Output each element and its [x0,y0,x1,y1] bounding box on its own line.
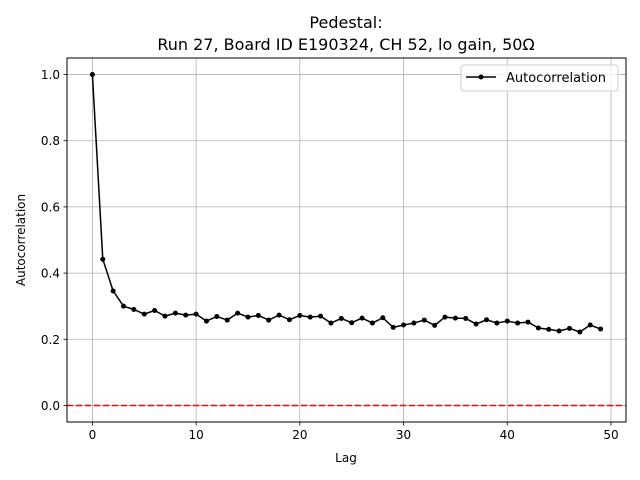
data-point [235,310,241,316]
data-point [577,329,583,335]
data-point [369,320,375,326]
legend-marker-sample [478,74,484,80]
data-point [214,313,220,319]
y-tick-label: 0.8 [41,134,60,148]
data-point [131,306,137,312]
y-tick-label: 0.2 [41,333,60,347]
data-point [307,314,313,320]
data-point [183,312,189,318]
data-point [338,315,344,321]
data-point [276,312,282,318]
data-point [484,317,490,323]
data-point [100,256,106,262]
data-point [432,322,438,328]
data-point [318,313,324,319]
x-tick-label: 50 [603,428,618,442]
legend-label-autocorrelation: Autocorrelation [506,71,606,86]
data-point [121,303,127,309]
x-tick-label: 40 [500,428,515,442]
data-point [411,320,417,326]
y-tick-label: 1.0 [41,68,60,82]
data-point [328,320,334,326]
x-tick-label: 30 [396,428,411,442]
data-point [473,321,479,327]
data-point [556,328,562,334]
data-point [401,322,407,328]
data-point [297,312,303,318]
x-tick-label: 10 [188,428,203,442]
plot-area-frame [66,57,627,423]
legend-box [460,64,619,92]
data-point [152,307,158,313]
series-group [89,72,604,335]
data-point [266,317,272,323]
chart-title-line2: Run 27, Board ID E190324, CH 52, lo gain… [157,35,534,54]
x-axis-label: Lag [335,451,357,465]
data-point [421,317,427,323]
data-point [515,320,521,326]
chart-title-line1: Pedestal: [309,13,382,32]
data-point [224,317,230,323]
data-point [598,326,604,332]
x-tick-label: 0 [89,428,97,442]
data-point [89,72,95,78]
data-point [359,315,365,321]
data-point [172,310,178,316]
data-point [286,317,292,323]
data-point [255,312,261,318]
data-point [504,318,510,324]
data-point [349,320,355,326]
data-point [494,320,500,326]
data-point [141,311,147,317]
data-point [193,311,199,317]
y-axis-label: Autocorrelation [14,194,28,286]
ticks-group: 0 10 20 30 40 50 0.0 0.2 0.4 0.6 0.8 1.0 [41,68,619,442]
data-point [463,315,469,321]
y-tick-label: 0.6 [41,200,60,214]
data-point [162,313,168,319]
data-point [245,314,251,320]
grid [67,58,626,422]
data-point [452,315,458,321]
data-point [390,324,396,330]
legend: Autocorrelation [460,64,619,92]
y-tick-label: 0.4 [41,267,60,281]
data-point [525,319,531,325]
data-point [203,318,209,324]
data-point [546,326,552,332]
data-point [535,325,541,331]
data-point [442,314,448,320]
data-point [110,288,116,294]
data-point [380,315,386,321]
data-point [587,322,593,328]
y-tick-label: 0.0 [41,399,60,413]
data-point [566,325,572,331]
x-tick-label: 20 [292,428,307,442]
